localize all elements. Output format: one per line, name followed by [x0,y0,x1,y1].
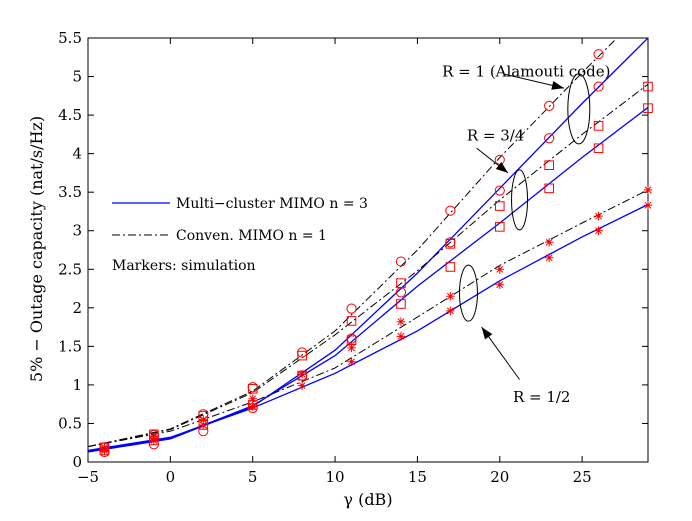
legend-label-conventional: Conven. MIMO n = 1 [176,228,327,244]
annotation-r34: R = 3/4 [467,127,525,145]
y-tick-label: 5 [72,68,82,86]
annotation-r1: R = 1 (Alamouti code) [442,63,610,81]
marker-square [346,316,357,326]
annotation-arrowhead [481,327,493,340]
y-tick-label: 5.5 [58,29,82,47]
marker-asterisk [643,200,653,210]
x-tick-label: −5 [77,468,99,486]
marker-asterisk [446,291,455,301]
y-tick-label: 2.5 [58,260,82,278]
annotation-ellipse [458,264,478,322]
series-line-multicluster [88,203,648,452]
marker-asterisk [198,415,208,424]
marker-asterisk [198,420,208,430]
x-tick-label: 10 [326,468,345,486]
marker-asterisk [149,432,159,441]
x-tick-label: 5 [248,468,258,486]
marker-circle [544,133,555,144]
marker-asterisk [396,332,406,341]
marker-asterisk [594,226,603,236]
plot-frame [87,37,649,463]
marker-circle [395,256,407,267]
y-axis-label: 5% − Outage capacity (nat/s/Hz) [27,116,46,382]
legend: Multi−cluster MIMO n = 3 Conven. MIMO n … [100,185,368,285]
y-tick-label: 4.5 [58,106,82,124]
series-line-conventional [88,38,618,448]
marker-asterisk [643,185,653,195]
y-tick-label: 0 [72,453,82,471]
marker-circle [346,303,357,314]
marker-square [396,299,406,309]
marker-asterisk [446,306,455,316]
marker-square [643,103,653,113]
marker-square [247,383,258,394]
marker-square [544,160,554,170]
series-line-conventional [88,83,648,448]
x-axis-label: γ (dB) [343,490,392,509]
marker-asterisk [297,381,307,390]
marker-asterisk [347,357,356,367]
marker-circle [593,81,604,92]
series-line-conventional [88,189,648,448]
annotation-arrowhead [495,161,508,173]
y-tick-label: 1 [72,376,82,394]
x-tick-label: 0 [166,468,176,486]
annotation-ellipse [567,73,591,145]
marker-circle [445,205,456,216]
marker-square [396,278,406,288]
marker-asterisk [100,443,109,452]
marker-asterisk [495,280,505,289]
x-tick-label: 15 [408,468,427,486]
marker-square [494,201,505,211]
marker-circle [544,100,555,111]
marker-asterisk [495,264,505,274]
marker-circle [593,49,604,60]
marker-square [544,183,554,194]
marker-square [445,262,456,272]
annotation-ellipse [511,169,529,231]
x-tick-label: 25 [573,468,592,486]
marker-square [297,350,307,361]
marker-circle [494,154,505,165]
marker-square [494,222,505,232]
annotation-arrowhead [551,80,564,90]
marker-square [445,239,456,249]
legend-label-multicluster: Multi−cluster MIMO n = 3 [176,196,368,212]
y-tick-label: 3.5 [58,183,82,201]
marker-square [593,121,604,131]
y-tick-label: 3 [72,222,82,240]
marker-asterisk [248,394,258,404]
marker-asterisk [544,253,554,263]
x-tick-label: 20 [490,468,509,486]
marker-asterisk [248,402,258,411]
annotation-r12: R = 1/2 [513,388,571,406]
y-tick-label: 0.5 [58,414,82,432]
marker-asterisk [297,369,307,379]
marker-asterisk [594,211,603,221]
y-tick-label: 1.5 [58,337,82,355]
y-tick-label: 2 [72,299,82,317]
marker-asterisk [544,237,554,247]
marker-square [593,143,604,154]
marker-square [643,81,653,92]
legend-label-markers: Markers: simulation [112,258,256,274]
marker-circle [494,185,505,196]
marker-asterisk [347,343,356,353]
marker-asterisk [396,317,406,326]
annotations: R = 1 (Alamouti code) R = 3/4 R = 1/2 [442,63,610,406]
y-tick-label: 4 [72,145,82,163]
